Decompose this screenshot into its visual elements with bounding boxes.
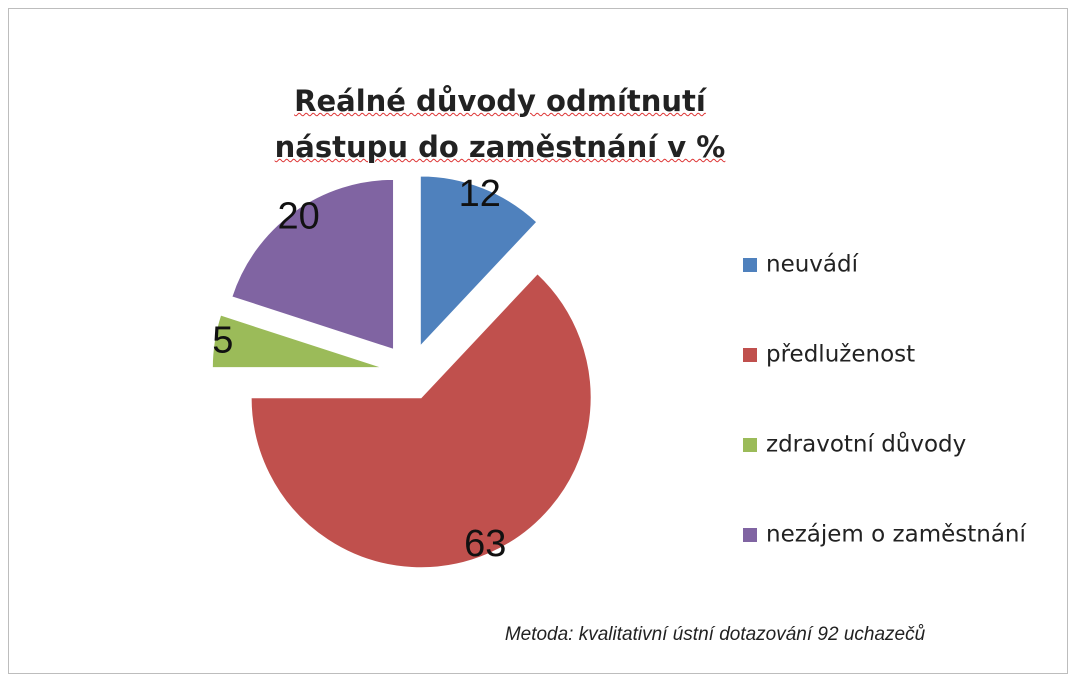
legend-swatch bbox=[743, 348, 757, 362]
legend-swatch bbox=[743, 438, 757, 452]
legend-swatch bbox=[743, 528, 757, 542]
note: Metoda: kvalitativní ústní dotazování 92… bbox=[505, 624, 926, 645]
data-label: 12 bbox=[459, 173, 501, 215]
pie-slice bbox=[211, 314, 383, 369]
pie-slice bbox=[250, 273, 592, 569]
legend-swatch bbox=[743, 258, 757, 272]
chart-title: Reálné důvody odmítnutí nástupu do zaměs… bbox=[274, 84, 726, 164]
legend-label: nezájem o zaměstnání bbox=[766, 522, 1027, 548]
data-label: 20 bbox=[277, 196, 319, 238]
data-label: 63 bbox=[464, 523, 506, 565]
data-label: 5 bbox=[212, 319, 233, 361]
legend-label: předluženost bbox=[766, 342, 915, 368]
legend-label: neuvádí bbox=[766, 252, 859, 278]
pie-slice bbox=[419, 175, 538, 348]
pie-slice bbox=[231, 178, 395, 351]
legend-label: zdravotní důvody bbox=[766, 431, 966, 458]
